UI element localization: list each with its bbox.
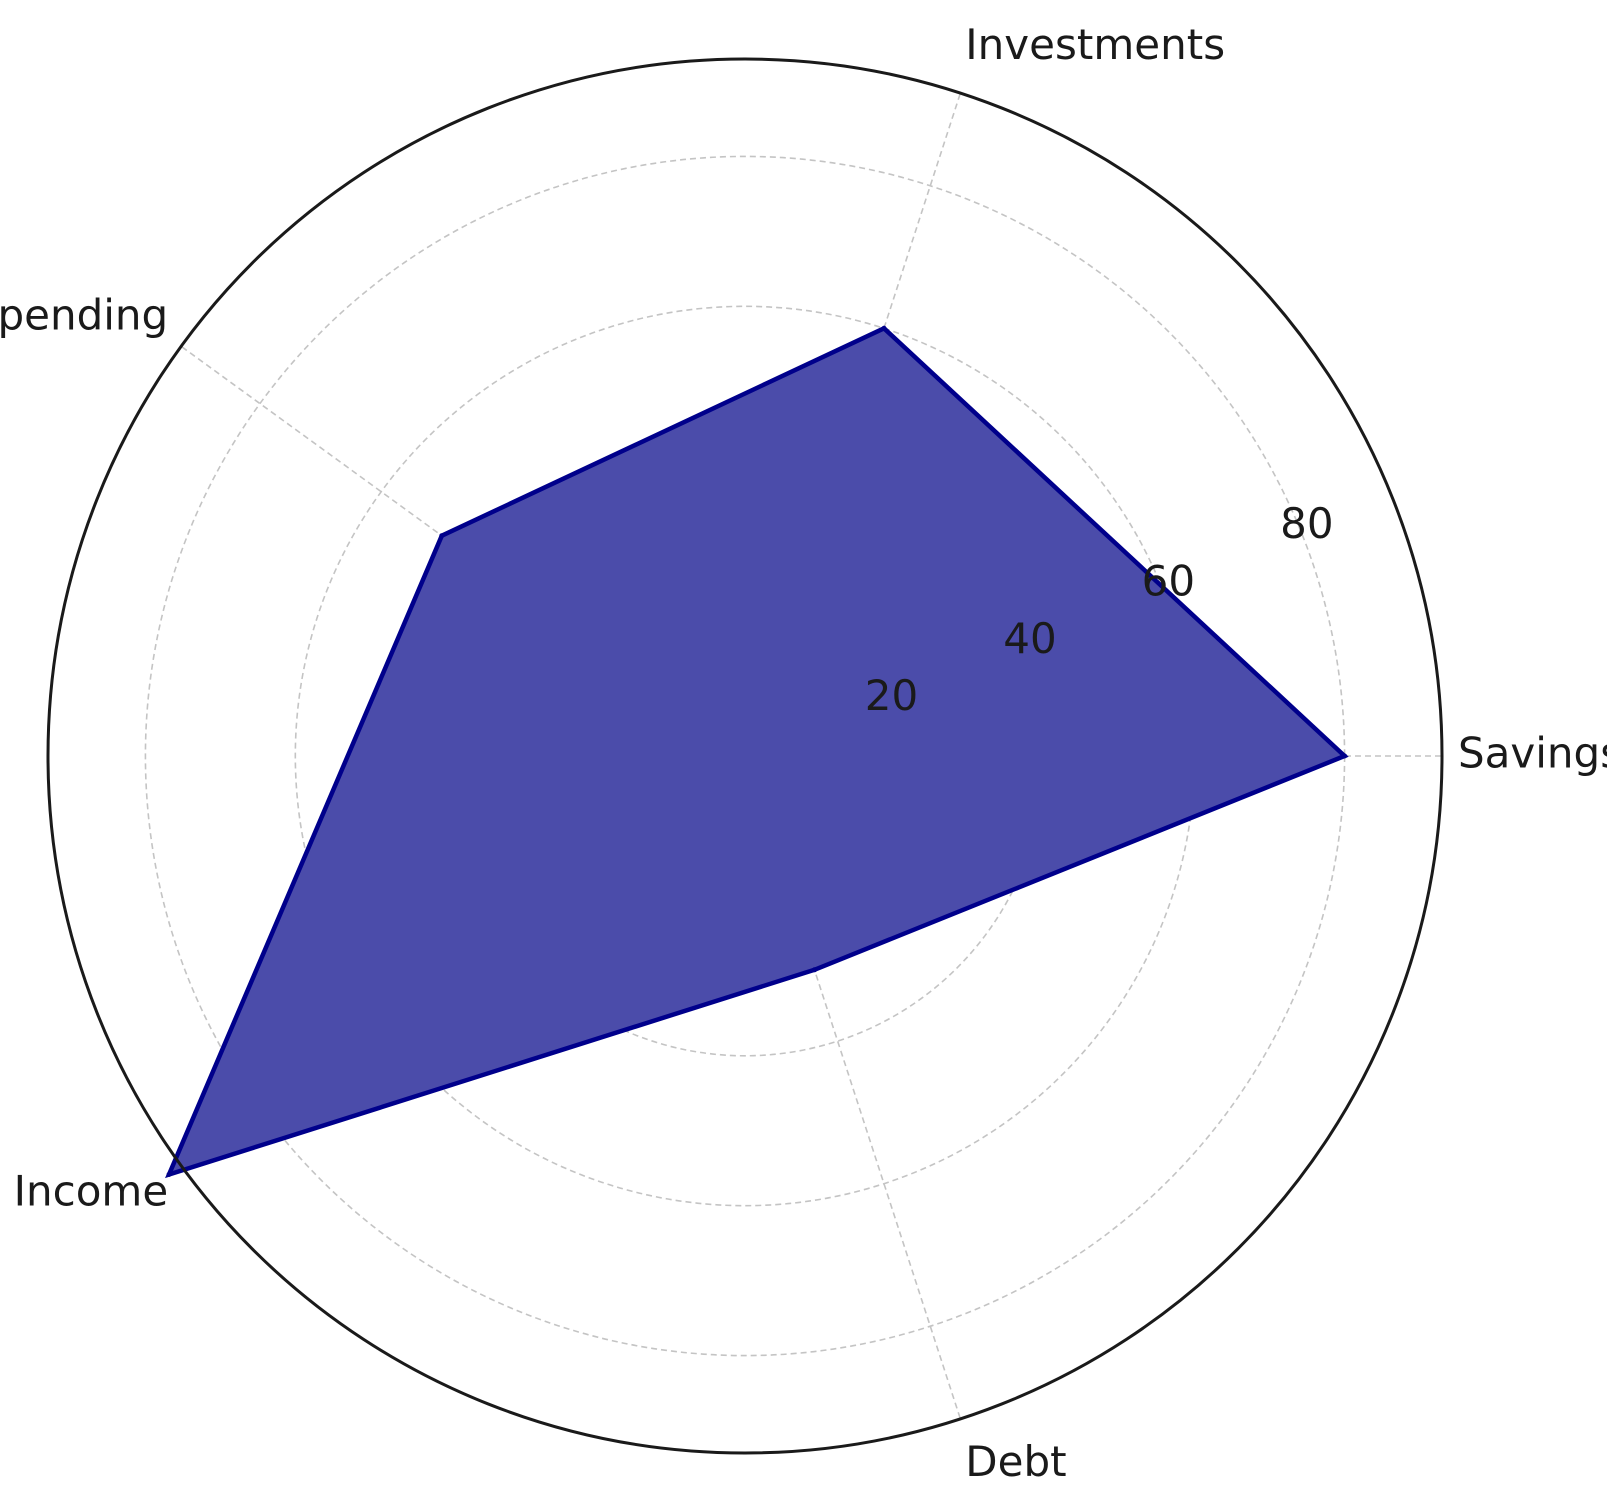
series-area-0	[165, 325, 1349, 1179]
data-point-investments	[881, 325, 887, 331]
radar-series	[165, 325, 1349, 1179]
spoke-spending	[180, 345, 746, 757]
tick-label-60: 60	[1142, 556, 1195, 605]
radial-tick-labels: 20 40 60 80	[865, 499, 1334, 720]
category-label-investments: Investments	[965, 20, 1225, 69]
data-point-savings	[1342, 753, 1348, 759]
tick-label-20: 20	[865, 671, 918, 720]
category-label-debt: Debt	[965, 1437, 1066, 1486]
category-labels: Savings Investments Spending Income Debt	[0, 20, 1607, 1486]
tick-label-40: 40	[1003, 614, 1056, 663]
category-label-spending: Spending	[0, 291, 168, 340]
data-point-spending	[439, 533, 445, 539]
category-label-savings: Savings	[1458, 729, 1607, 778]
spoke-debt	[744, 755, 962, 1420]
data-point-income	[166, 1172, 172, 1177]
spoke-investments	[744, 92, 962, 757]
tick-label-80: 80	[1280, 499, 1333, 548]
data-point-debt	[812, 967, 817, 973]
category-label-income: Income	[14, 1166, 169, 1215]
polar-frame	[46, 57, 1444, 1455]
